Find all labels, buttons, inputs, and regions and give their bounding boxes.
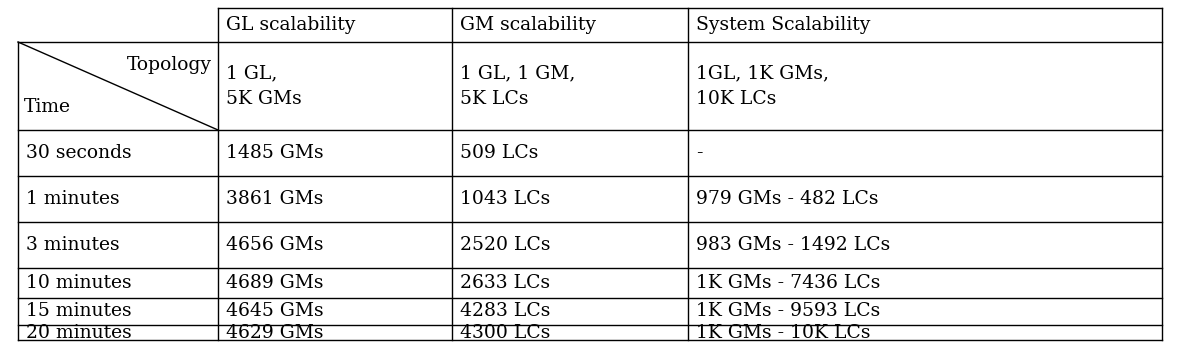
Text: 1K GMs - 9593 LCs: 1K GMs - 9593 LCs <box>696 303 880 321</box>
Text: 1K GMs - 7436 LCs: 1K GMs - 7436 LCs <box>696 274 880 292</box>
Text: Topology: Topology <box>127 56 212 74</box>
Text: 20 minutes: 20 minutes <box>26 324 132 342</box>
Text: 1043 LCs: 1043 LCs <box>460 190 550 208</box>
Text: -: - <box>696 144 702 162</box>
Text: 1 GL, 1 GM,
5K LCs: 1 GL, 1 GM, 5K LCs <box>460 65 576 108</box>
Text: 15 minutes: 15 minutes <box>26 303 132 321</box>
Text: 4656 GMs: 4656 GMs <box>227 236 323 254</box>
Text: 509 LCs: 509 LCs <box>460 144 538 162</box>
Text: 4283 LCs: 4283 LCs <box>460 303 550 321</box>
Text: 10 minutes: 10 minutes <box>26 274 132 292</box>
Text: 4629 GMs: 4629 GMs <box>227 324 323 342</box>
Text: 979 GMs - 482 LCs: 979 GMs - 482 LCs <box>696 190 878 208</box>
Text: 1K GMs - 10K LCs: 1K GMs - 10K LCs <box>696 324 871 342</box>
Text: GL scalability: GL scalability <box>227 16 355 34</box>
Text: 2520 LCs: 2520 LCs <box>460 236 551 254</box>
Text: 1GL, 1K GMs,
10K LCs: 1GL, 1K GMs, 10K LCs <box>696 65 830 108</box>
Text: 4300 LCs: 4300 LCs <box>460 324 550 342</box>
Text: 30 seconds: 30 seconds <box>26 144 132 162</box>
Text: 983 GMs - 1492 LCs: 983 GMs - 1492 LCs <box>696 236 890 254</box>
Text: 4689 GMs: 4689 GMs <box>227 274 323 292</box>
Text: 4645 GMs: 4645 GMs <box>227 303 323 321</box>
Text: System Scalability: System Scalability <box>696 16 871 34</box>
Text: 1 GL,
5K GMs: 1 GL, 5K GMs <box>227 65 302 108</box>
Text: Time: Time <box>24 98 71 116</box>
Text: 1485 GMs: 1485 GMs <box>227 144 323 162</box>
Text: GM scalability: GM scalability <box>460 16 596 34</box>
Text: 3861 GMs: 3861 GMs <box>227 190 323 208</box>
Text: 2633 LCs: 2633 LCs <box>460 274 550 292</box>
Text: 3 minutes: 3 minutes <box>26 236 119 254</box>
Text: 1 minutes: 1 minutes <box>26 190 119 208</box>
